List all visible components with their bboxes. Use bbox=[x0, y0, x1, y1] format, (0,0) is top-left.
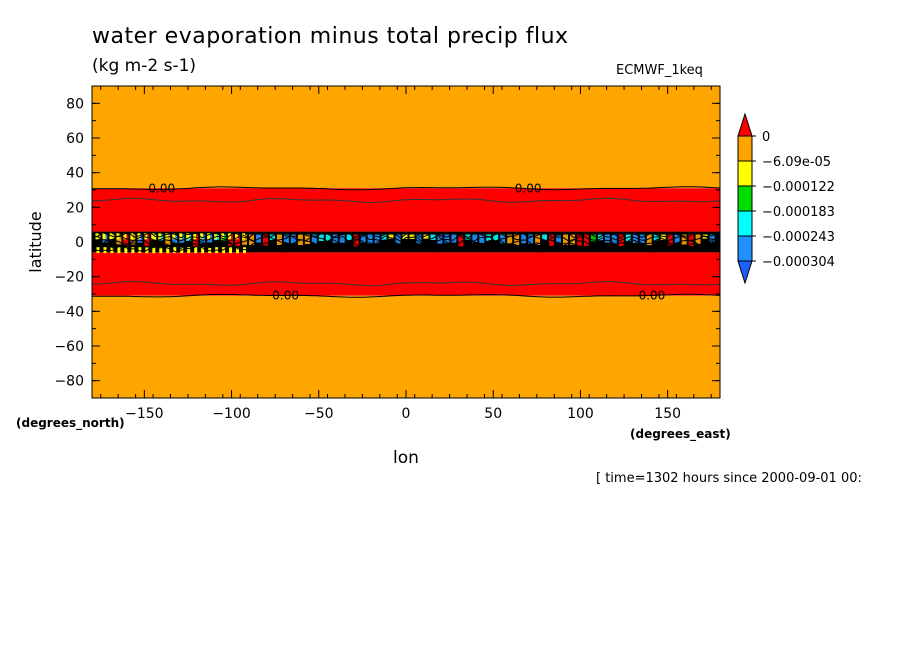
y-tick-label-0: −80 bbox=[54, 374, 84, 390]
x-tick-label-6: 150 bbox=[654, 406, 681, 422]
colorbar-label-1: −6.09e-05 bbox=[762, 155, 831, 170]
colorbar-label-2: −0.000122 bbox=[762, 180, 835, 195]
contour-label-3: 0.00 bbox=[639, 289, 666, 303]
colorbar-label-5: −0.000304 bbox=[762, 255, 835, 270]
colorbar-label-0: 0 bbox=[762, 130, 770, 145]
colorbar-segment-3 bbox=[738, 186, 752, 211]
y-tick-label-7: 60 bbox=[66, 131, 84, 147]
colorbar-top-arrow bbox=[738, 114, 752, 136]
equatorial-cell bbox=[117, 247, 120, 253]
y-tick-label-1: −60 bbox=[54, 339, 84, 355]
x-tick-label-1: −100 bbox=[212, 406, 250, 422]
equatorial-cell bbox=[242, 233, 245, 239]
x-tick-label-3: 0 bbox=[402, 406, 411, 422]
colorbar-label-3: −0.000183 bbox=[762, 205, 835, 220]
contour-label-1: 0.00 bbox=[515, 181, 542, 195]
equatorial-cell bbox=[229, 247, 232, 253]
equatorial-cell bbox=[640, 235, 645, 244]
colorbar-label-4: −0.000243 bbox=[762, 230, 835, 245]
colorbar-bottom-arrow bbox=[738, 261, 752, 283]
colorbar-segment-2 bbox=[738, 161, 752, 186]
equatorial-cell bbox=[521, 235, 526, 244]
x-tick-label-4: 50 bbox=[484, 406, 502, 422]
lat-band-1 bbox=[92, 188, 720, 231]
equatorial-cell bbox=[102, 233, 105, 239]
y-tick-label-3: −20 bbox=[54, 270, 84, 286]
y-tick-label-5: 20 bbox=[66, 200, 84, 216]
colorbar: 0 −6.09e-05 −0.000122 −0.000183 −0.000243 −0.… bbox=[738, 114, 835, 283]
lat-band-3 bbox=[92, 252, 720, 295]
x-tick-label-2: −50 bbox=[304, 406, 334, 422]
equatorial-cell bbox=[194, 247, 197, 253]
equatorial-cell bbox=[340, 235, 345, 243]
y-tick-label-2: −40 bbox=[54, 304, 84, 320]
lat-band-0 bbox=[92, 86, 720, 188]
contour-label-2: 0.00 bbox=[272, 289, 299, 303]
y-tick-label-8: 80 bbox=[66, 96, 84, 112]
equatorial-cell bbox=[131, 247, 134, 253]
equatorial-cell bbox=[675, 235, 680, 243]
equatorial-cell bbox=[605, 235, 610, 243]
contour-label-0: 0.00 bbox=[148, 181, 175, 195]
lat-band-4 bbox=[92, 296, 720, 398]
colorbar-segment-1 bbox=[738, 136, 752, 161]
colorbar-segment-4 bbox=[738, 211, 752, 236]
colorbar-segment-5 bbox=[738, 236, 752, 261]
equatorial-cell bbox=[179, 233, 182, 239]
y-tick-label-6: 40 bbox=[66, 166, 84, 182]
y-tick-label-4: 0 bbox=[75, 235, 84, 251]
plot-area: 0.00 0.00 0.00 0.00 bbox=[92, 86, 720, 398]
x-tick-label-5: 100 bbox=[567, 406, 594, 422]
x-tick-label-0: −150 bbox=[125, 406, 163, 422]
